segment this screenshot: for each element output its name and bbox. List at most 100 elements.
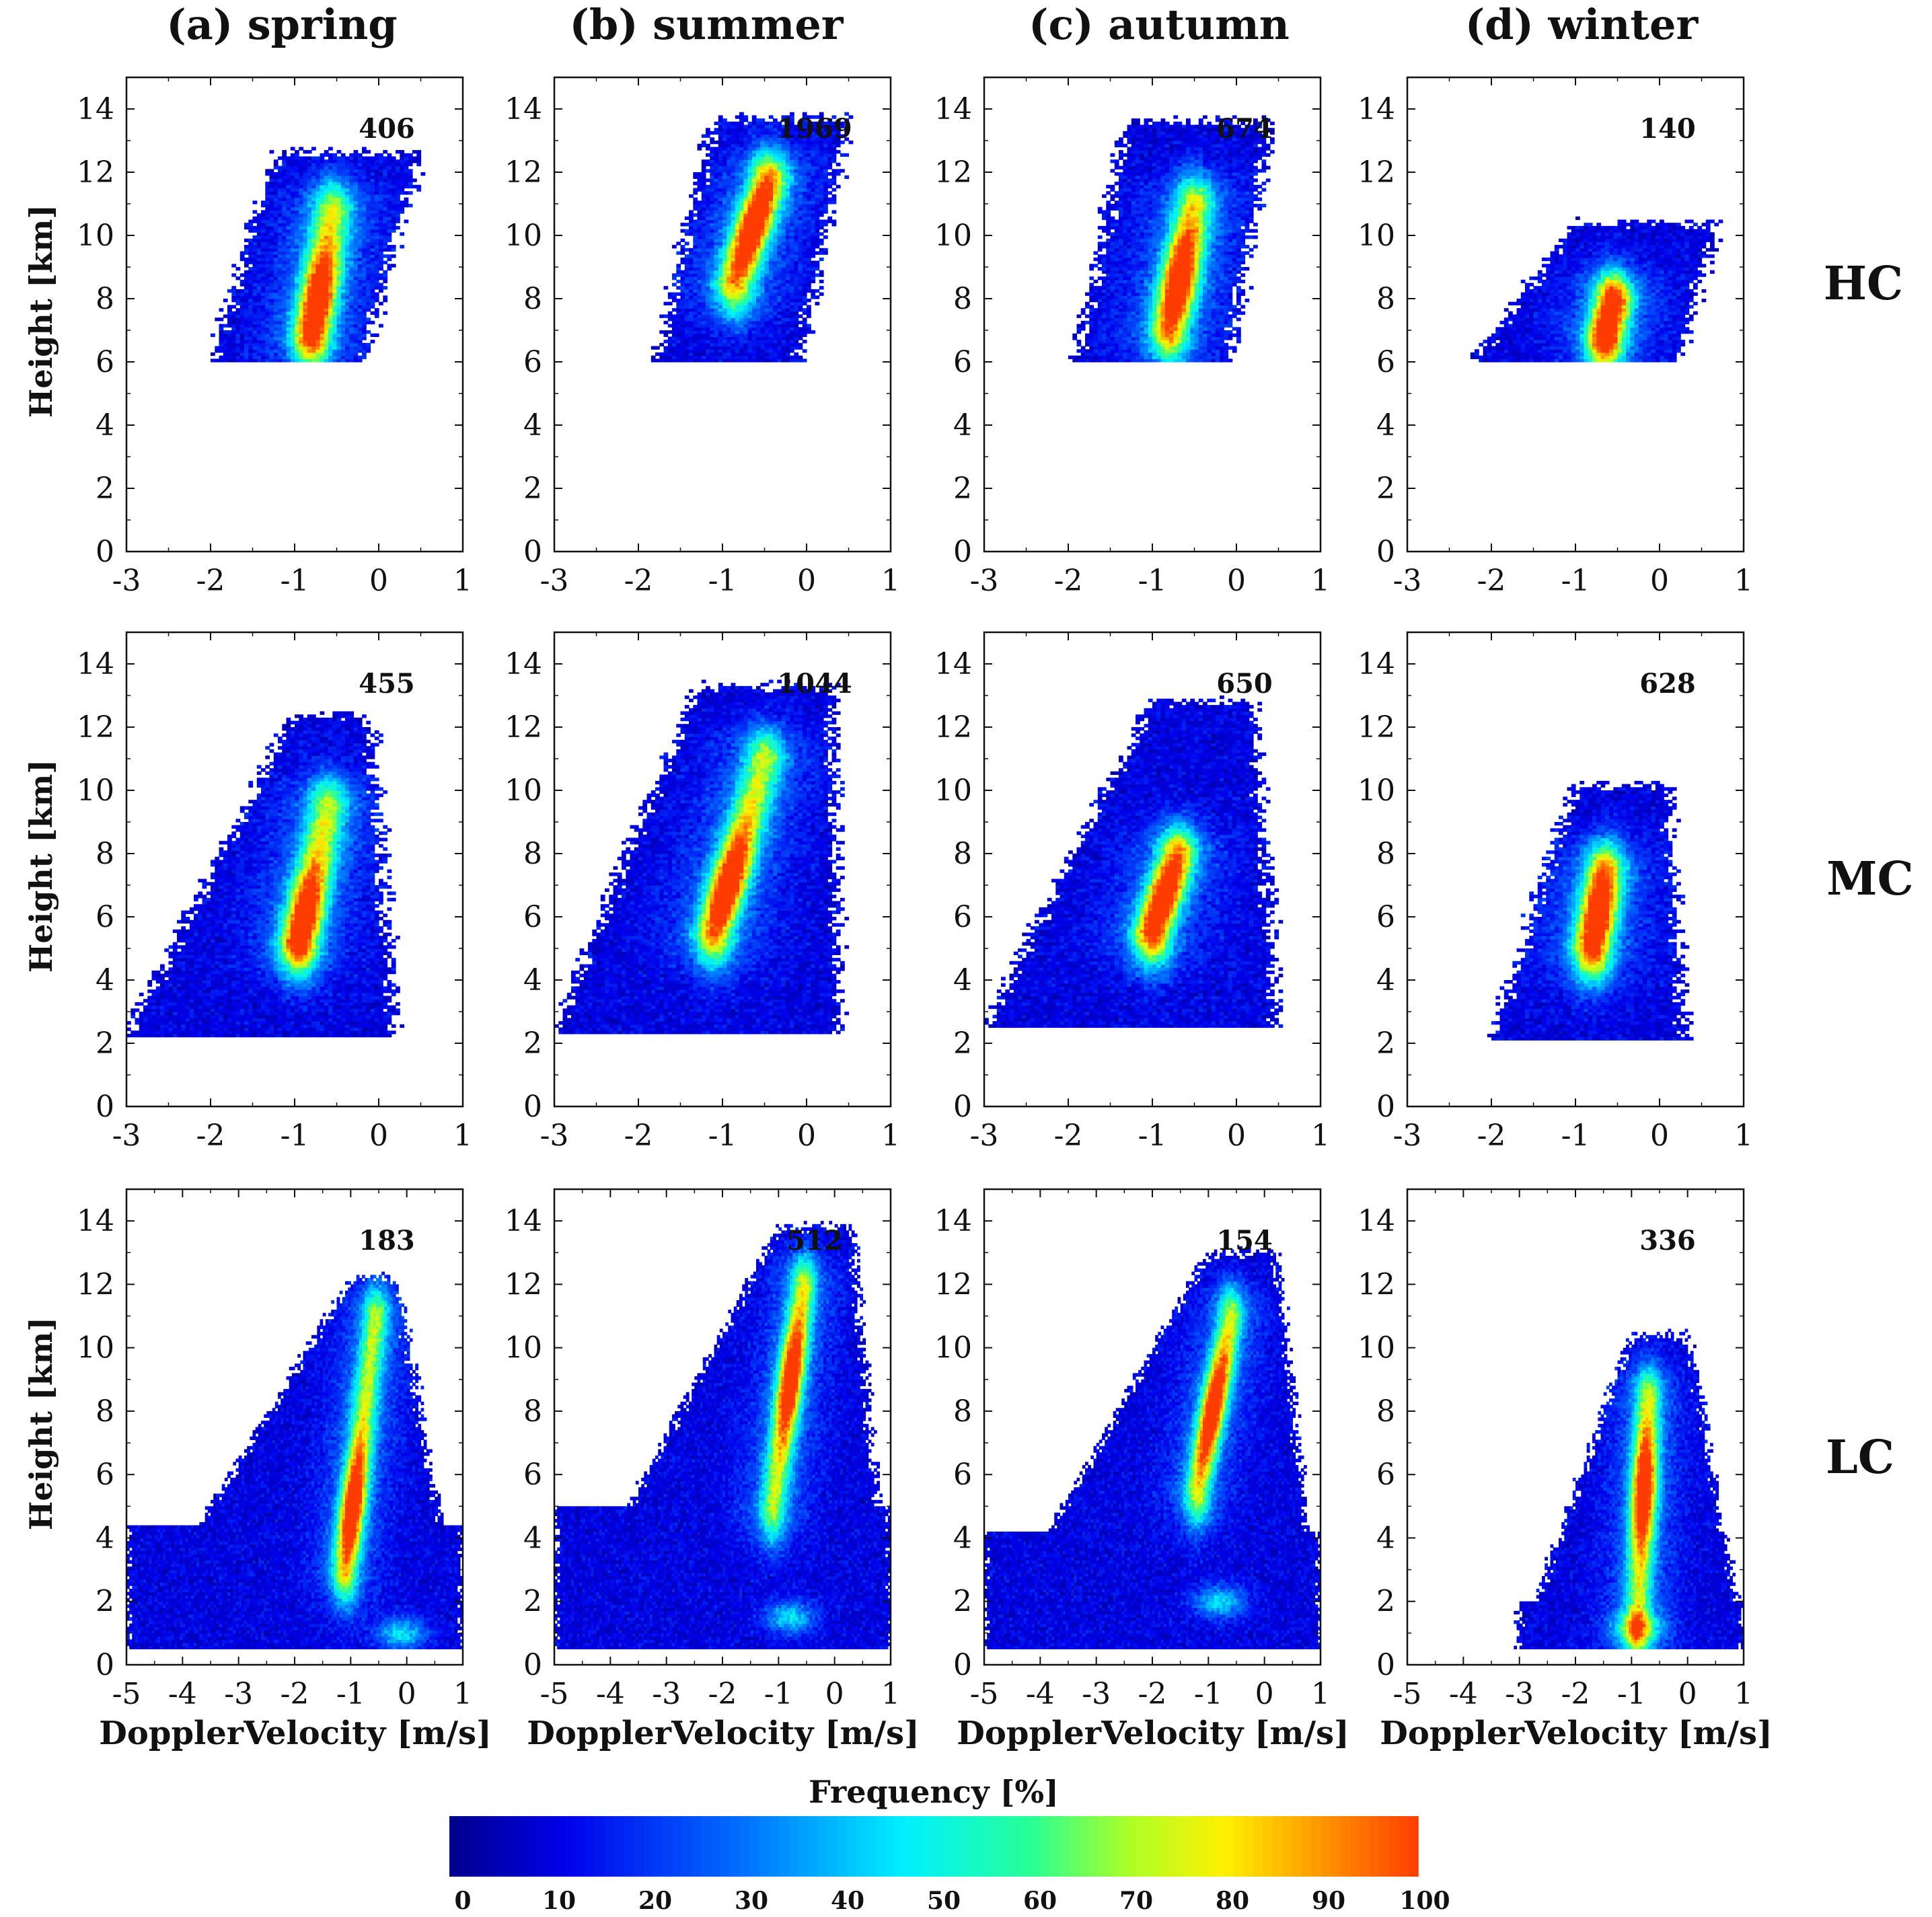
heatmap-cell bbox=[358, 340, 363, 343]
heatmap-cell bbox=[261, 330, 266, 334]
heatmap-cell bbox=[261, 346, 266, 350]
heatmap-cell bbox=[265, 340, 270, 343]
heatmap-cell bbox=[345, 334, 350, 337]
heatmap-cell bbox=[231, 327, 236, 330]
heatmap-cell bbox=[278, 352, 283, 356]
heatmap-cell bbox=[240, 356, 245, 359]
heatmap-cell bbox=[240, 343, 245, 346]
heatmap-cell bbox=[211, 334, 215, 337]
heatmap-cell bbox=[227, 336, 232, 340]
heatmap-cell bbox=[261, 334, 266, 337]
heatmap-cell bbox=[345, 324, 350, 328]
heatmap-cell bbox=[240, 336, 245, 340]
heatmap-cell bbox=[223, 330, 228, 334]
heatmap-cell bbox=[349, 334, 354, 337]
heatmap-cell bbox=[337, 334, 342, 337]
row-label-hc: HC bbox=[1824, 257, 1903, 311]
heatmap-cell bbox=[282, 352, 287, 356]
heatmap-cell bbox=[320, 330, 325, 334]
heatmap-cell bbox=[274, 352, 278, 356]
heatmap-cell bbox=[379, 324, 383, 328]
heatmap-cell bbox=[311, 343, 316, 346]
heatmap-cell bbox=[291, 340, 295, 343]
heatmap-cell bbox=[328, 321, 333, 324]
heatmap-cell bbox=[261, 352, 266, 356]
heatmap-cell bbox=[354, 343, 359, 346]
heatmap-cell bbox=[257, 356, 262, 359]
heatmap-cell bbox=[320, 327, 325, 330]
heatmap-cell bbox=[307, 346, 312, 350]
heatmap-cell bbox=[320, 349, 325, 352]
heatmap-cell bbox=[303, 343, 308, 346]
heatmap-cell bbox=[311, 346, 316, 350]
heatmap-cell bbox=[362, 356, 367, 359]
heatmap-cell bbox=[354, 324, 359, 328]
heatmap-cell bbox=[265, 356, 270, 359]
heatmap-cell bbox=[219, 327, 224, 330]
heatmap-cell bbox=[303, 346, 308, 350]
heatmap-cell bbox=[253, 317, 258, 321]
heatmap-cell bbox=[257, 321, 262, 324]
heatmap-cell bbox=[261, 340, 266, 343]
heatmap-cell bbox=[240, 349, 245, 352]
heatmap-cell bbox=[265, 327, 270, 330]
row-labels: HCMCLC bbox=[1824, 257, 1914, 1484]
heatmap-cell bbox=[278, 359, 283, 362]
heatmap-cell bbox=[231, 334, 236, 337]
heatmap-cell bbox=[349, 321, 354, 324]
heatmap-cell bbox=[295, 336, 299, 340]
heatmap-cell bbox=[282, 340, 287, 343]
heatmap-cell bbox=[223, 336, 228, 340]
heatmap-cell bbox=[358, 359, 363, 362]
heatmap-cell bbox=[227, 343, 232, 346]
heatmap-cell bbox=[320, 334, 325, 337]
heatmap-cell bbox=[261, 327, 266, 330]
heatmap-cell bbox=[324, 349, 329, 352]
heatmap-cell bbox=[295, 343, 299, 346]
heatmap-cell bbox=[257, 359, 262, 362]
heatmap-cell bbox=[274, 327, 278, 330]
heatmap-cell bbox=[366, 343, 371, 346]
heatmap-cell bbox=[248, 324, 253, 328]
heatmap-cell bbox=[261, 336, 266, 340]
heatmap-cell bbox=[332, 321, 337, 324]
heatmap-cell bbox=[270, 330, 274, 334]
heatmap-cell bbox=[299, 356, 303, 359]
heatmap-cell bbox=[295, 352, 299, 356]
heatmap-cell bbox=[345, 321, 350, 324]
heatmap-cell bbox=[223, 340, 228, 343]
heatmap-cell bbox=[295, 330, 299, 334]
heatmap-cell bbox=[303, 340, 308, 343]
heatmap-cell bbox=[332, 340, 337, 343]
heatmap-cell bbox=[248, 327, 253, 330]
heatmap-cell bbox=[354, 349, 359, 352]
heatmap-cell bbox=[265, 343, 270, 346]
heatmap-cell bbox=[282, 336, 287, 340]
heatmap-cell bbox=[278, 340, 283, 343]
heatmap-cell bbox=[253, 340, 258, 343]
heatmap-cell bbox=[315, 334, 320, 337]
heatmap-cell bbox=[345, 327, 350, 330]
heatmap-cell bbox=[282, 356, 287, 359]
heatmap-cell bbox=[332, 356, 337, 359]
heatmap-cell bbox=[341, 356, 346, 359]
heatmap-cell bbox=[287, 343, 291, 346]
season-title-3: (c) autumn bbox=[1029, 0, 1290, 49]
heatmap-cell bbox=[295, 340, 299, 343]
heatmap-cell bbox=[315, 330, 320, 334]
heatmap-cell bbox=[311, 352, 316, 356]
heatmap-cell bbox=[299, 349, 303, 352]
heatmap-cell bbox=[274, 356, 278, 359]
heatmap-cell bbox=[244, 336, 249, 340]
heatmap-cell bbox=[324, 356, 329, 359]
heatmap-cell bbox=[265, 349, 270, 352]
heatmap-cell bbox=[278, 324, 283, 328]
heatmap-cell bbox=[303, 336, 308, 340]
heatmap-cell bbox=[337, 321, 342, 324]
heatmap-cell bbox=[227, 324, 232, 328]
heatmap-cell bbox=[223, 352, 228, 356]
heatmap-cell bbox=[211, 352, 215, 356]
heatmap-cell bbox=[311, 330, 316, 334]
heatmap-cell bbox=[320, 352, 325, 356]
heatmap-cell bbox=[337, 336, 342, 340]
